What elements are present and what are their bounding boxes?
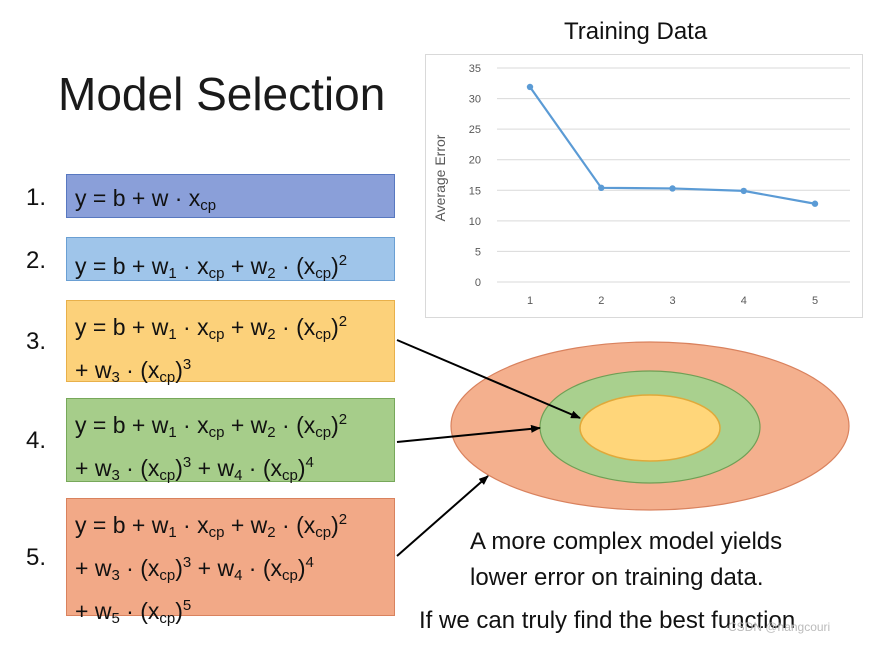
caption-line-2: lower error on training data. [470, 564, 764, 591]
caption-line-3: If we can truly find the best function [419, 607, 796, 634]
chart-point-3 [669, 185, 676, 192]
arrow-model-3-to-inner [396, 339, 581, 419]
chart-title: Training Data [564, 18, 708, 45]
chart-point-2 [598, 184, 605, 192]
chart-y-tick-label-35: 35 [469, 63, 481, 75]
arrow-model-5-to-outer [396, 475, 489, 557]
chart-x-tick-label-3: 3 [669, 295, 675, 307]
model-number-4: 4. [26, 427, 47, 454]
chart-y-tick-label-5: 5 [475, 246, 481, 258]
chart-series [526, 83, 819, 207]
chart-y-tick-label-30: 30 [469, 94, 481, 106]
chart-y-tick-label-0: 0 [475, 277, 481, 289]
model-number-2: 2. [26, 247, 47, 274]
model-4-equation: y = b + w1 · xcp + w2 · (xcp)2 + w3 · (xc… [66, 398, 395, 484]
watermark: CSDN @hangcouri [728, 620, 831, 634]
chart-point-1 [526, 83, 534, 91]
chart-point-5 [811, 200, 819, 207]
model-1-equation: y = b + w · xcp [66, 174, 395, 218]
slide-title: Model Selection [58, 68, 386, 120]
chart-y-tick-label-25: 25 [469, 124, 481, 136]
model-3-equation: y = b + w1 · xcp + w2 · (xcp)2 + w3 · (xc… [66, 300, 395, 386]
model-number-1: 1. [26, 184, 47, 211]
chart-gridlines [497, 67, 850, 283]
chart-frame [425, 54, 863, 318]
model-5-equation: y = b + w1 · xcp + w2 · (xcp)2 + w3 · (xc… [66, 498, 395, 627]
chart-y-tick-label-20: 20 [469, 155, 481, 167]
chart-x-tick-label-5: 5 [812, 295, 818, 307]
chart-y-tick-label-10: 10 [469, 216, 481, 228]
chart-tick-labels: 0 5 10 15 20 25 30 35 1 2 3 4 5 [469, 63, 818, 307]
model-number-3: 3. [26, 328, 47, 355]
chart-point-4 [740, 187, 747, 195]
chart-x-tick-label-4: 4 [741, 295, 747, 307]
inner-ellipse-model-3 [579, 394, 721, 462]
model-2-equation: y = b + w1 · xcp + w2 · (xcp)2 [66, 237, 395, 282]
caption-line-1: A more complex model yields [470, 528, 783, 555]
arrow-model-4-to-middle [396, 424, 541, 443]
chart-x-tick-label-1: 1 [527, 295, 533, 307]
chart-y-tick-label-15: 15 [469, 185, 481, 197]
model-number-5: 5. [26, 544, 47, 571]
chart-x-tick-label-2: 2 [598, 295, 604, 307]
